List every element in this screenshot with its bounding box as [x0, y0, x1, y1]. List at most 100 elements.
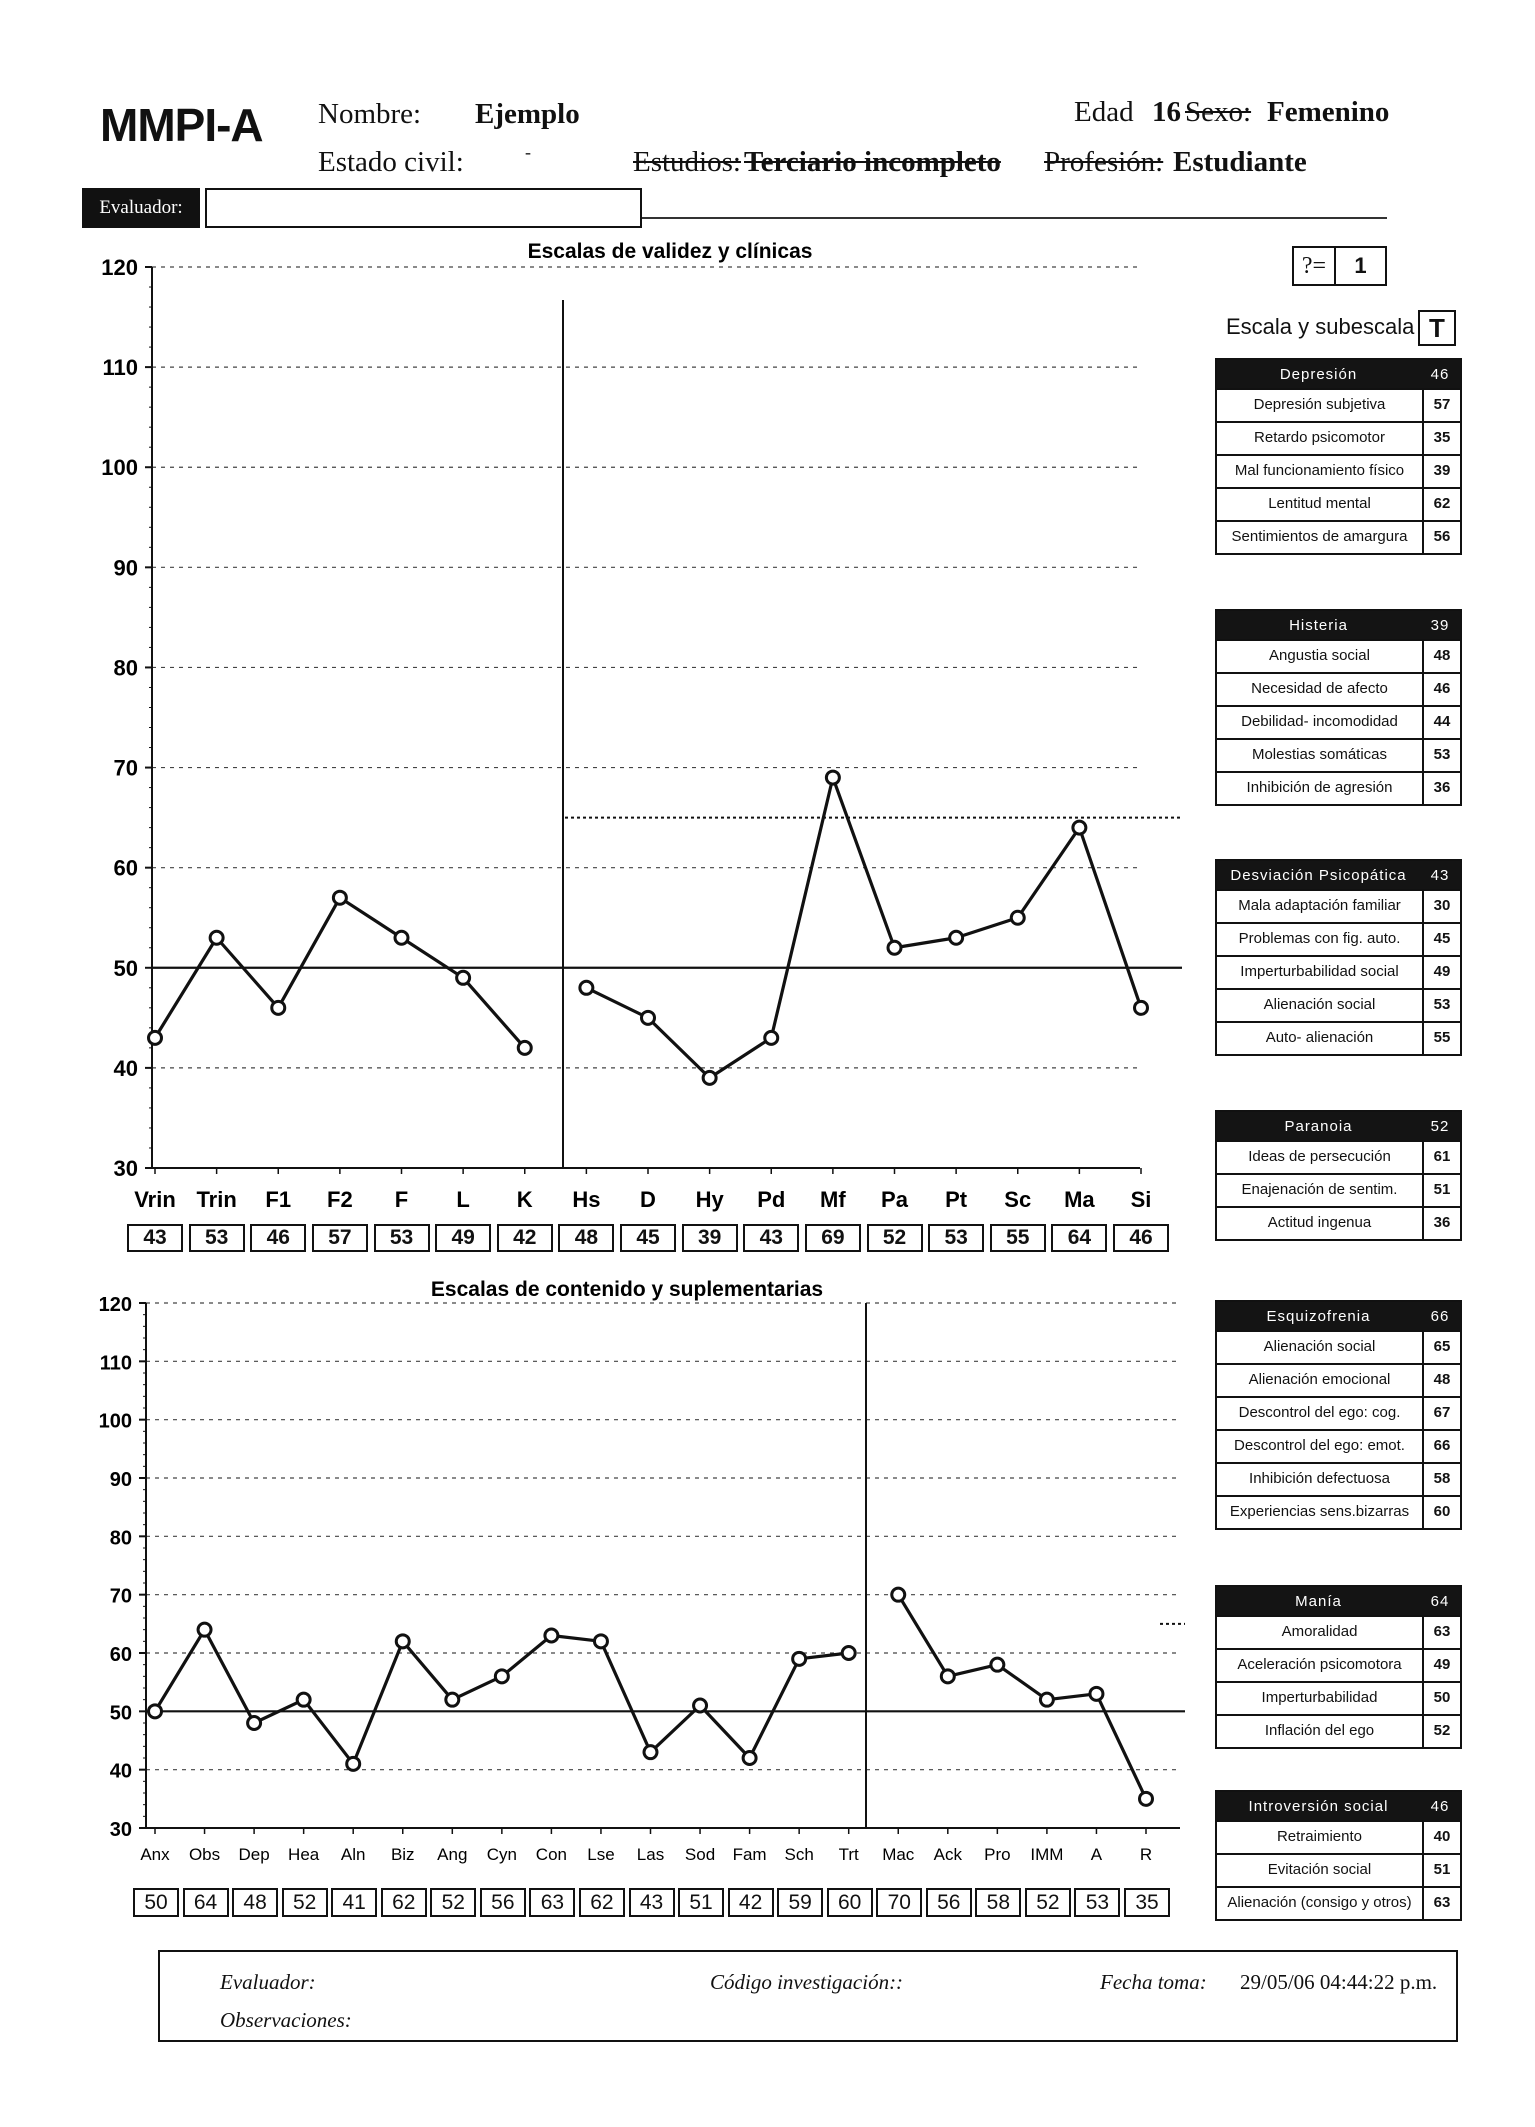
y-tick-label: 100 [99, 1411, 132, 1433]
x-tick-label-trin: Trin [196, 1187, 236, 1212]
x-tick-label-cyn: Cyn [487, 1845, 517, 1864]
subscale-row: Descontrol del ego: cog. 67 [1217, 1396, 1460, 1429]
y-tick-label: 80 [110, 1527, 132, 1549]
x-tick-label-pa: Pa [881, 1187, 909, 1212]
evaluador-field[interactable] [205, 188, 642, 228]
x-tick-label-hs: Hs [572, 1187, 600, 1212]
subscale-score: 61 [1422, 1142, 1460, 1173]
t-score-mf: 69 [804, 1224, 861, 1252]
subscale-label: Angustia social [1269, 647, 1370, 664]
y-tick-label: 60 [114, 856, 138, 881]
panel-score: 46 [1430, 365, 1450, 383]
subscale-label: Evitación social [1267, 1861, 1372, 1878]
data-point-imm [1038, 1691, 1055, 1708]
subscale-label: Retardo psicomotor [1254, 429, 1385, 446]
subscale-row: Auto- alienación 55 [1217, 1021, 1460, 1054]
subscale-label: Inhibición de agresión [1246, 779, 1393, 796]
t-score-las: 43 [628, 1888, 675, 1917]
subscale-score: 49 [1422, 1650, 1460, 1681]
x-tick-label-aln: Aln [341, 1845, 366, 1864]
y-tick-label: 50 [114, 956, 138, 981]
data-point-anx [147, 1703, 163, 1720]
subscale-row: Debilidad- incomodidad 44 [1217, 705, 1460, 738]
x-tick-label-obs: Obs [189, 1845, 220, 1864]
x-tick-label-sch: Sch [785, 1845, 814, 1864]
t-score-k: 42 [496, 1224, 553, 1252]
x-tick-label-r: R [1140, 1845, 1152, 1864]
subscale-label: Inflación del ego [1264, 1722, 1375, 1739]
x-tick-label-hy: Hy [696, 1187, 725, 1212]
subscale-score: 30 [1422, 891, 1460, 922]
data-point-d [640, 1009, 656, 1026]
subscale-label: Experiencias sens.bizarras [1229, 1503, 1410, 1520]
x-tick-label-si: Si [1131, 1187, 1152, 1212]
data-point-ang [444, 1691, 461, 1708]
subscale-label: Alienación emocional [1248, 1371, 1391, 1388]
scale-header-t: T [1418, 310, 1456, 346]
data-point-pro [989, 1656, 1006, 1673]
panel-header: Introversión social 46 [1217, 1792, 1460, 1820]
nombre-label: Nombre: [318, 98, 422, 130]
subscale-label: Mal funcionamiento físico [1234, 462, 1405, 479]
subscale-score: 52 [1422, 1716, 1460, 1747]
subscale-row: Alienación social 65 [1217, 1330, 1460, 1363]
y-tick-label: 100 [101, 455, 138, 480]
x-tick-label-pd: Pd [757, 1187, 785, 1212]
subscale-row: Amoralidad 63 [1217, 1615, 1460, 1648]
chart-title: Escalas de contenido y suplementarias [431, 1280, 823, 1301]
subscale-row: Ideas de persecución 61 [1217, 1140, 1460, 1173]
subscale-row: Experiencias sens.bizarras 60 [1217, 1495, 1460, 1528]
subscale-label: Imperturbabilidad social [1240, 963, 1399, 980]
x-tick-label-biz: Biz [391, 1845, 415, 1864]
y-tick-label: 110 [100, 1352, 132, 1374]
subscale-label: Mala adaptación familiar [1238, 897, 1401, 914]
content-supplementary-chart: Escalas de contenido y suplementarias 30 4… [99, 1280, 1185, 1864]
subscale-score: 63 [1422, 1617, 1460, 1648]
estudios-label: Estudios: [633, 146, 741, 178]
subscale-label: Molestias somáticas [1251, 746, 1388, 763]
subscale-row: Alienación (consigo y otros) 63 [1217, 1886, 1460, 1919]
chart-title: Escalas de validez y clínicas [528, 240, 813, 263]
t-score-trin: 53 [188, 1224, 245, 1252]
subscale-label: Sentimientos de amargura [1231, 528, 1408, 545]
subscale-score: 53 [1422, 990, 1460, 1021]
footer-fecha-label: Fecha toma: [1100, 1970, 1207, 1994]
y-tick-label: 80 [114, 655, 138, 680]
scale-header-label: Escala y subescala [1226, 314, 1415, 339]
validity-clinical-chart: Escalas de validez y clínicas 30 40 50 60 70 8… [101, 240, 1182, 1212]
subscale-label: Descontrol del ego: emot. [1234, 1437, 1405, 1454]
panel-header: Histeria 39 [1217, 611, 1460, 639]
subscale-score: 55 [1422, 1023, 1460, 1054]
panel-3: Desviación Psicopática 43 Mala adaptación … [1215, 859, 1462, 1056]
subscale-score: 48 [1422, 641, 1460, 672]
subscale-row: Lentitud mental 62 [1217, 487, 1460, 520]
panel-title: Desviación Psicopática [1230, 866, 1407, 884]
data-point-sc [1009, 909, 1026, 926]
y-tick-label: 120 [101, 255, 138, 280]
t-score-trt: 60 [826, 1888, 873, 1917]
x-tick-label-pt: Pt [945, 1187, 968, 1212]
data-point-pd [763, 1029, 780, 1046]
data-point-fam [741, 1750, 758, 1766]
panel-title: Manía [1295, 1592, 1342, 1610]
subscale-row: Problemas con fig. auto. 45 [1217, 922, 1460, 955]
subscale-row: Inhibición defectuosa 58 [1217, 1462, 1460, 1495]
series-line-2 [896, 1593, 1148, 1800]
t-score-hea: 52 [281, 1888, 328, 1917]
data-point-las [642, 1744, 659, 1761]
data-point-cyn [493, 1668, 510, 1685]
logo: MMPI-A [100, 99, 264, 151]
t-score-pd: 43 [743, 1224, 800, 1252]
x-tick-label-mf: Mf [820, 1187, 846, 1212]
subscale-label: Amoralidad [1281, 1623, 1358, 1640]
series-line-1 [153, 1628, 849, 1766]
y-tick-label: 40 [110, 1761, 132, 1783]
panel-5: Esquizofrenia 66 Alienación social 65 Aliena… [1215, 1300, 1462, 1530]
panel-1: Depresión 46 Depresión subjetiva 57 Retardo … [1215, 358, 1462, 555]
subscale-row: Necesidad de afecto 46 [1217, 672, 1460, 705]
data-point-con [543, 1627, 560, 1644]
y-tick-label: 120 [99, 1294, 132, 1316]
subscale-row: Imperturbabilidad 50 [1217, 1681, 1460, 1714]
subscale-row: Actitud ingenua 36 [1217, 1206, 1460, 1239]
subscale-row: Alienación social 53 [1217, 988, 1460, 1021]
